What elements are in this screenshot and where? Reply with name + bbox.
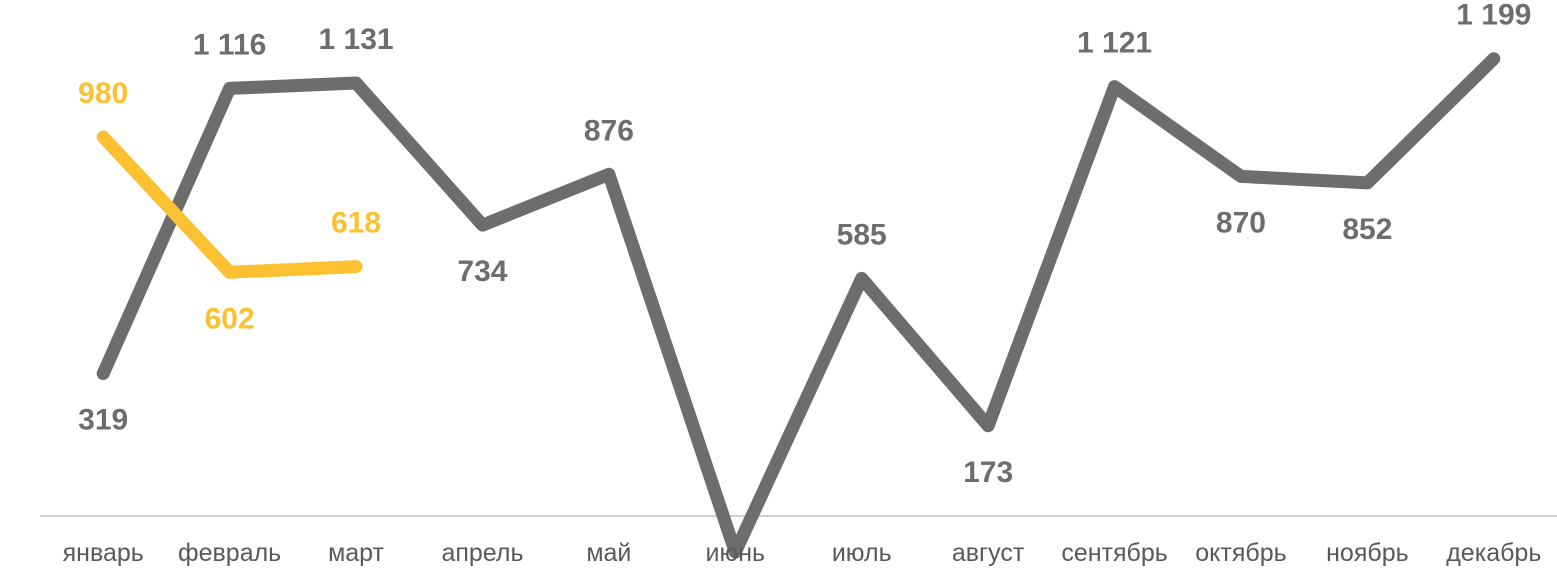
data-label: 870 [1216,206,1266,239]
x-tick-label: июль [832,539,892,567]
data-label: 980 [78,77,128,110]
data-label: 173 [963,456,1013,489]
data-label: 1 199 [1456,0,1531,32]
x-tick-label: ноябрь [1326,539,1409,567]
data-label: 852 [1342,213,1392,246]
x-tick-label: январь [63,539,144,567]
data-label: 1 116 [193,28,266,61]
x-tick-label: март [328,539,384,567]
series-layer [96,52,1501,559]
x-tick-label: июнь [706,539,766,567]
data-label: 585 [837,218,887,251]
data-label: 1 131 [319,23,394,56]
x-tick-label-layer: январь февраль март апрель май июнь июль август… [63,539,1542,567]
x-tick-label: май [586,539,631,567]
data-label: 602 [205,302,255,335]
data-label: 1 121 [1077,27,1152,60]
series-line-1 [96,52,1501,559]
x-tick-label: сентябрь [1061,539,1167,567]
data-label: 734 [457,255,507,288]
data-label: 876 [584,114,634,147]
x-tick-label: февраль [178,539,281,567]
data-label: 319 [78,404,128,437]
x-tick-label: апрель [441,539,523,567]
series-line-2 [96,130,363,279]
x-tick-label: октябрь [1195,539,1286,567]
x-tick-label: август [952,539,1025,567]
data-label-layer: 319 1 116 1 131 734 876 585 173 1 121 870 852 1 19… [78,0,1531,489]
data-label: 618 [331,207,381,240]
x-tick-label: декабрь [1446,539,1541,567]
